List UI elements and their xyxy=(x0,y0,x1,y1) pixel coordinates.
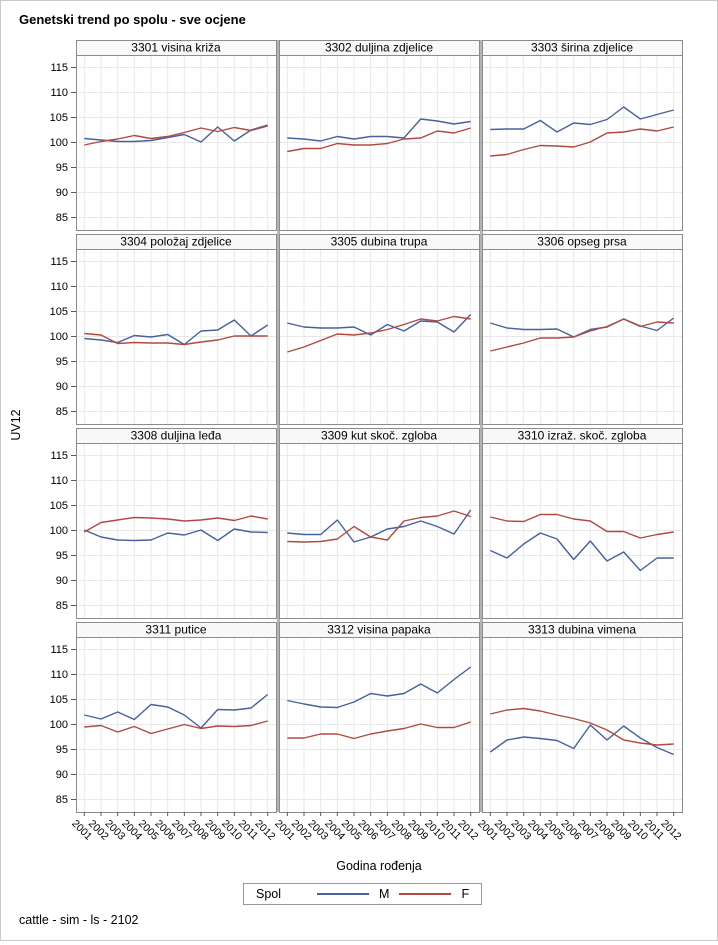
panel-header: 3306 opseg prsa xyxy=(537,235,627,249)
series-M-3313 xyxy=(489,724,674,756)
y-tick-label: 105 xyxy=(50,694,68,706)
series-F-3306 xyxy=(490,318,674,352)
legend-title: Spol xyxy=(256,887,282,901)
panel-3313: 3313 dubina vimena2001200220032004200520… xyxy=(475,622,684,843)
series-F-3302 xyxy=(287,127,471,153)
panel-3312: 3312 visina papaka2001200220032004200520… xyxy=(272,622,481,843)
panel-header: 3301 visina križa xyxy=(131,41,221,55)
series-F-3313 xyxy=(490,707,674,746)
panel-header: 3312 visina papaka xyxy=(327,623,431,637)
series-F-3309 xyxy=(287,510,471,543)
series-F-3303 xyxy=(490,126,674,157)
panel-header: 3304 položaj zdjelice xyxy=(120,235,232,249)
series-F-3304 xyxy=(84,332,268,346)
y-tick-label: 105 xyxy=(50,500,68,512)
series-F-3305 xyxy=(287,315,471,353)
series-M-3305 xyxy=(287,314,472,336)
series-M-3311 xyxy=(84,693,269,729)
trend-panel-grid: 3301 visina križa 115 110 105 100 95 90 85 3302 … xyxy=(50,40,684,843)
series-M-3310 xyxy=(490,532,674,572)
y-tick-label: 105 xyxy=(50,306,68,318)
series-F-3308 xyxy=(83,515,268,533)
y-tick-label: 95 xyxy=(56,162,68,174)
panel-3305: 3305 dubina trupa xyxy=(279,234,480,425)
panel-header: 3305 dubina trupa xyxy=(331,235,428,249)
page-title: Genetski trend po spolu - sve ocjene xyxy=(19,12,246,27)
y-tick-label: 110 xyxy=(50,475,68,487)
y-tick-label: 110 xyxy=(50,281,68,293)
legend-label-f: F xyxy=(461,887,470,901)
y-tick-label: 100 xyxy=(50,137,68,149)
series-M-3308 xyxy=(84,528,268,542)
panel-3306: 3306 opseg prsa xyxy=(482,234,683,425)
y-tick-label: 100 xyxy=(50,525,68,537)
legend-label-m: M xyxy=(379,887,390,901)
series-F-3301 xyxy=(84,125,268,146)
y-tick-label: 95 xyxy=(56,550,68,562)
legend-line-f xyxy=(399,893,452,895)
y-tick-label: 85 xyxy=(56,794,68,806)
y-tick-label: 90 xyxy=(56,769,68,781)
panel-header: 3311 putice xyxy=(145,623,206,637)
y-tick-label: 95 xyxy=(56,356,68,368)
y-tick-label: 105 xyxy=(50,112,68,124)
panel-3304: 3304 položaj zdjelice 115 110 105 100 95 90 85 xyxy=(50,234,277,425)
panel-header: 3310 izraž. skoč. zgloba xyxy=(518,429,647,443)
panel-3301: 3301 visina križa 115 110 105 100 95 90 85 xyxy=(50,40,277,231)
panel-header: 3302 duljina zdjelice xyxy=(325,41,433,55)
panel-3309: 3309 kut skoč. zgloba xyxy=(279,428,480,619)
series-M-3302 xyxy=(287,118,471,142)
y-tick-label: 100 xyxy=(50,719,68,731)
x-axis-title: Godina rođenja xyxy=(336,859,422,873)
y-tick-label: 115 xyxy=(50,644,68,656)
y-tick-label: 115 xyxy=(50,450,68,462)
series-M-3306 xyxy=(490,317,675,338)
y-tick-label: 90 xyxy=(56,381,68,393)
series-M-3301 xyxy=(84,124,268,143)
y-tick-label: 115 xyxy=(50,62,68,74)
panel-3302: 3302 duljina zdjelice xyxy=(279,40,480,231)
y-tick-label: 110 xyxy=(50,669,68,681)
series-M-3312 xyxy=(287,666,472,709)
panel-header: 3309 kut skoč. zgloba xyxy=(321,429,437,443)
y-tick-label: 85 xyxy=(56,406,68,418)
y-tick-label: 90 xyxy=(56,575,68,587)
y-tick-label: 100 xyxy=(50,331,68,343)
panel-3310: 3310 izraž. skoč. zgloba xyxy=(482,428,683,619)
panel-header: 3303 širina zdjelice xyxy=(531,41,633,55)
series-F-3310 xyxy=(490,513,674,539)
series-M-3309 xyxy=(287,509,472,543)
panel-3303: 3303 širina zdjelice xyxy=(482,40,683,231)
y-axis-title: UV12 xyxy=(9,409,23,441)
series-M-3303 xyxy=(490,106,674,133)
y-tick-label: 95 xyxy=(56,744,68,756)
legend-line-m xyxy=(317,893,370,895)
y-tick-label: 85 xyxy=(56,212,68,224)
series-F-3311 xyxy=(84,720,268,735)
y-tick-label: 90 xyxy=(56,187,68,199)
y-tick-label: 85 xyxy=(56,600,68,612)
panel-header: 3308 duljina leđa xyxy=(131,429,222,443)
series-F-3312 xyxy=(287,721,471,740)
panel-header: 3313 dubina vimena xyxy=(528,623,636,637)
panel-3308: 3308 duljina leđa 115 110 105 100 95 90 85 xyxy=(50,428,277,619)
y-tick-label: 115 xyxy=(50,256,68,268)
y-tick-label: 110 xyxy=(50,87,68,99)
footer-note: cattle - sim - ls - 2102 xyxy=(19,913,139,927)
legend: Spol M F xyxy=(243,883,483,905)
panel-3311: 3311 putice11511010510095908520012002200… xyxy=(50,622,278,843)
